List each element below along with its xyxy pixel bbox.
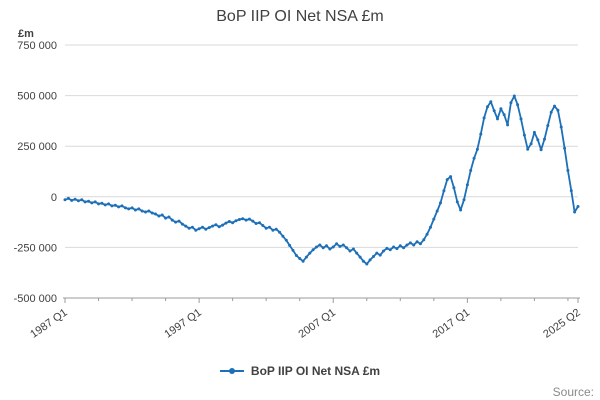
legend-line-marker [219,368,244,374]
data-points [63,94,580,266]
y-axis-unit-label: £m [18,28,34,40]
y-tick-label: 0 [51,192,57,204]
x-tick-label: 1997 Q1 [162,307,203,341]
x-tick-label: 2007 Q1 [297,307,338,341]
legend[interactable]: BoP IIP OI Net NSA £m [0,364,600,378]
chart-title: BoP IIP OI Net NSA £m [216,8,384,25]
line-chart: 750 000 500 000 250 000 0 -250 000 -500 000 19… [14,40,583,341]
x-tick-labels: 1987 Q1 1997 Q1 2007 Q1 2017 Q1 2025 Q2 [28,307,582,341]
x-tick-label: 1987 Q1 [28,307,69,341]
y-tick-label: -500 000 [14,293,57,305]
y-tick-labels: 750 000 500 000 250 000 0 -250 000 -500 000 [14,40,57,305]
legend-label: BoP IIP OI Net NSA £m [250,364,381,378]
y-tick-label: 500 000 [17,91,57,103]
x-tick-label: 2017 Q1 [431,307,472,341]
x-axis-ticks [64,298,579,303]
y-tick-label: -250 000 [14,242,57,254]
y-tick-label: 250 000 [17,141,57,153]
y-tick-label: 750 000 [17,40,57,52]
data-line [64,95,579,265]
source-label: Source: [552,385,594,399]
x-tick-label: 2025 Q2 [541,307,582,341]
gridlines [65,44,578,299]
